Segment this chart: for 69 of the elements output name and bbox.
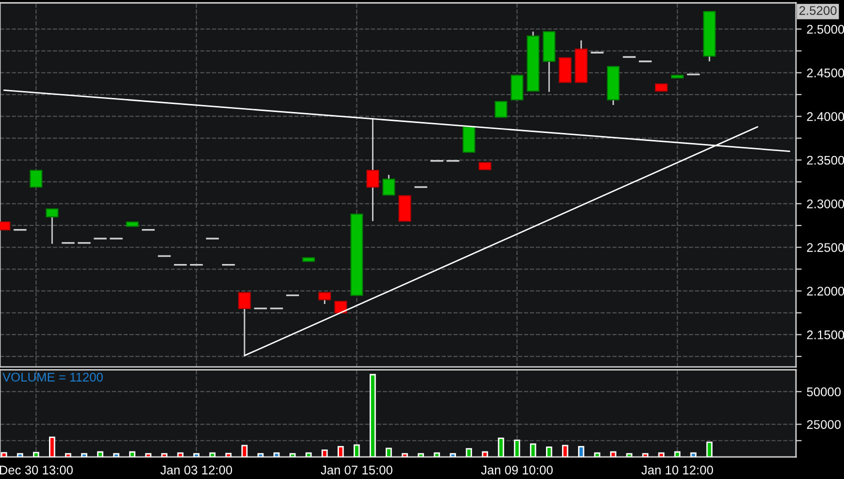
bar [626,453,632,457]
candlestick [238,292,251,356]
bar [0,452,8,457]
candlestick [382,174,396,196]
x-tick-label: Jan 03 12:00 [160,466,232,474]
bar [145,453,152,457]
candlestick [46,208,58,245]
bar [466,448,472,457]
bar [530,443,536,457]
bar [690,452,696,457]
bar [418,453,424,457]
bar [434,452,440,457]
bar [578,446,584,457]
bar [370,374,376,457]
x-tick-label: Jan 09 10:00 [481,466,553,474]
bar [498,438,504,457]
bar [289,453,296,457]
bar [65,453,72,457]
candlestick [494,100,508,118]
bar [642,453,648,457]
bar [658,452,664,457]
bar [193,453,200,457]
bar [386,448,392,457]
bar [177,452,184,457]
bar [129,451,136,457]
y-tick-label: 2.3500 [807,156,844,165]
y-tick-label: 2.3000 [807,199,844,208]
bar [338,446,344,457]
bar [257,453,264,457]
bar [546,446,552,457]
x-tick-label: Dec 30 13:00 [0,466,73,474]
bar [241,444,248,457]
bar [514,440,520,457]
candlestick [30,170,42,188]
bar [306,452,312,457]
y-tick-label: 2.2500 [807,243,844,252]
bar [322,449,328,457]
chart-title: VOLUME = 11200 [2,372,103,382]
bar [209,452,216,457]
candlestick [366,117,380,222]
bar [706,442,713,457]
bar [450,453,456,457]
bar [225,452,232,457]
bar [674,451,680,457]
y-tick-label: 25000 [807,420,841,429]
bar [402,453,408,457]
bar [354,444,360,457]
y-tick-label: 2.1500 [807,330,844,340]
bar [97,451,104,457]
bar [32,452,40,457]
bar [16,453,24,457]
candlestick [318,292,331,305]
x-tick-label: Jan 10 12:00 [641,466,714,474]
y-tick-label: 2.5000 [807,24,844,34]
bar [610,451,616,457]
bar [273,452,280,457]
x-tick-label: Jan 07 15:00 [320,466,392,474]
y-tick-label: 2.4500 [807,68,844,78]
bar [49,436,56,457]
y-tick-label: 2.4000 [807,112,844,122]
bar [113,453,120,457]
bar [81,453,88,457]
bar [161,453,168,457]
bar [482,451,488,457]
y-tick-label: 2.2000 [807,286,844,296]
annotation: 2.5200 [799,6,837,15]
bar [594,452,600,457]
bar [562,444,568,457]
y-tick-label: 50000 [806,387,841,396]
